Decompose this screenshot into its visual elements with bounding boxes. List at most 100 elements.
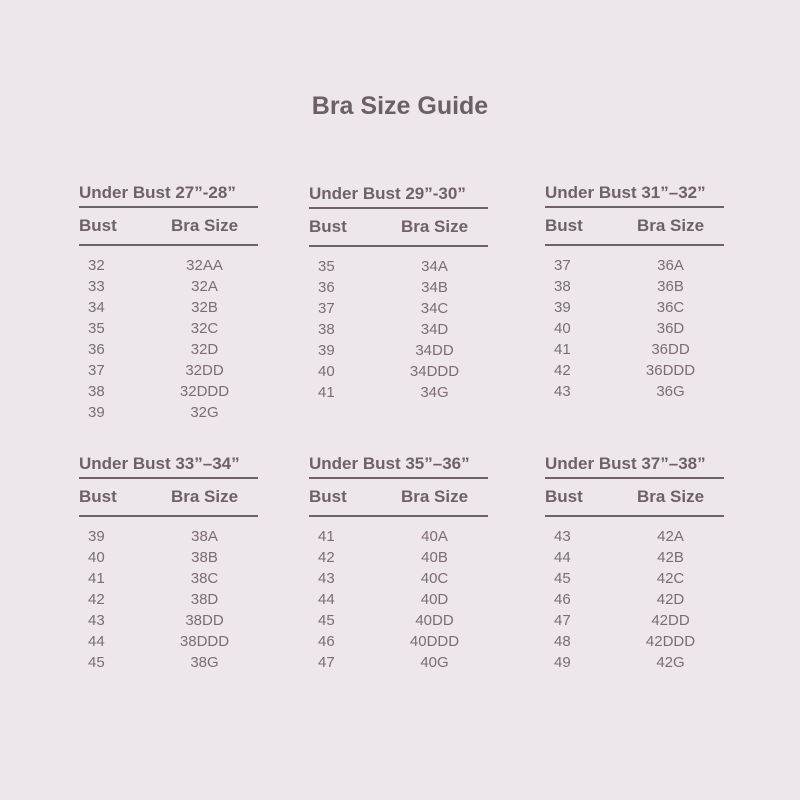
bust-value: 33 (88, 278, 105, 295)
table-row: 42 38D (79, 589, 258, 610)
table-row: 42 36DDD (545, 360, 724, 381)
bust-value: 46 (554, 591, 571, 608)
table-row: 40 38B (79, 547, 258, 568)
bra-size-value: 36DDD (645, 362, 696, 379)
bust-value: 37 (88, 362, 105, 379)
bust-value: 45 (88, 654, 105, 671)
table-row: 43 36G (545, 381, 724, 402)
size-table: Under Bust 29”-30” Bust Bra Size 35 34A … (309, 181, 488, 403)
bust-value: 32 (88, 257, 105, 274)
table-row: 37 32DD (79, 360, 258, 381)
bra-size-value: 32DD (185, 362, 224, 379)
table-row: 41 40A (309, 526, 488, 547)
bra-size-header: Bra Size (636, 487, 705, 506)
bra-size-value: 38DDD (179, 633, 230, 650)
bust-value: 40 (88, 549, 105, 566)
bra-size-value: 40D (420, 591, 449, 608)
bra-size-value: 38C (190, 570, 219, 587)
bust-value: 39 (554, 299, 571, 316)
bust-value: 37 (318, 300, 335, 317)
bra-size-value: 42A (657, 528, 684, 545)
bra-size-value: 36G (656, 383, 685, 400)
table-row: 40 34DDD (309, 361, 488, 382)
bust-value: 42 (318, 549, 335, 566)
table-caption: Under Bust 31”–32” (545, 183, 706, 202)
bra-size-value: 34D (420, 321, 449, 338)
bust-value: 34 (88, 299, 105, 316)
bra-size-value: 32D (190, 341, 219, 358)
divider (79, 244, 258, 246)
bra-size-value: 34DDD (409, 363, 460, 380)
bust-value: 39 (318, 342, 335, 359)
bra-size-header: Bra Size (400, 487, 469, 506)
bra-size-header: Bra Size (636, 216, 705, 235)
bra-size-value: 36A (657, 257, 684, 274)
bra-size-value: 34G (420, 384, 449, 401)
divider (309, 477, 488, 479)
bust-value: 35 (88, 320, 105, 337)
table-row: 37 34C (309, 298, 488, 319)
bra-size-value: 40DD (415, 612, 454, 629)
bra-size-value: 38DD (185, 612, 224, 629)
table-row: 47 40G (309, 652, 488, 673)
bra-size-value: 34C (420, 300, 449, 317)
table-row: 35 34A (309, 256, 488, 277)
bra-size-value: 40G (420, 654, 449, 671)
table-row: 39 32G (79, 402, 258, 423)
table-row: 42 40B (309, 547, 488, 568)
table-row: 40 36D (545, 318, 724, 339)
bust-header: Bust (545, 487, 583, 506)
bra-size-value: 42C (656, 570, 685, 587)
bust-value: 41 (554, 341, 571, 358)
table-caption: Under Bust 29”-30” (309, 184, 466, 203)
bra-size-header: Bra Size (170, 216, 239, 235)
bra-size-value: 40DDD (409, 633, 460, 650)
bra-size-value: 32G (190, 404, 219, 421)
bust-value: 41 (88, 570, 105, 587)
bust-value: 39 (88, 528, 105, 545)
bust-value: 44 (88, 633, 105, 650)
table-row: 35 32C (79, 318, 258, 339)
table-header: Bust Bra Size (79, 479, 258, 515)
bust-value: 42 (554, 362, 571, 379)
bust-header: Bust (79, 487, 117, 506)
bra-size-value: 38A (191, 528, 218, 545)
bra-size-header: Bra Size (170, 487, 239, 506)
table-row: 38 32DDD (79, 381, 258, 402)
bra-size-value: 34DD (415, 342, 454, 359)
bust-value: 39 (88, 404, 105, 421)
bra-size-value: 32A (191, 278, 218, 295)
table-row: 48 42DDD (545, 631, 724, 652)
size-table: Under Bust 27”-28” Bust Bra Size 32 32AA… (79, 180, 258, 423)
table-row: 43 42A (545, 526, 724, 547)
bra-size-value: 34B (421, 279, 448, 296)
bra-size-value: 32B (191, 299, 218, 316)
bra-size-value: 42DD (651, 612, 690, 629)
bra-size-value: 42B (657, 549, 684, 566)
bra-size-value: 40B (421, 549, 448, 566)
divider (309, 245, 488, 247)
table-caption: Under Bust 27”-28” (79, 183, 236, 202)
bra-size-value: 32DDD (179, 383, 230, 400)
table-header: Bust Bra Size (545, 479, 724, 515)
table-caption: Under Bust 37”–38” (545, 454, 706, 473)
bust-value: 44 (554, 549, 571, 566)
divider (545, 244, 724, 246)
divider (545, 477, 724, 479)
bust-header: Bust (545, 216, 583, 235)
bra-size-value: 36DD (651, 341, 690, 358)
table-row: 41 36DD (545, 339, 724, 360)
bust-value: 47 (318, 654, 335, 671)
table-header: Bust Bra Size (545, 208, 724, 244)
bra-size-value: 42D (656, 591, 685, 608)
table-header: Bust Bra Size (309, 209, 488, 245)
bust-value: 47 (554, 612, 571, 629)
table-row: 43 40C (309, 568, 488, 589)
divider (309, 515, 488, 517)
bra-size-value: 32C (190, 320, 219, 337)
bust-value: 36 (88, 341, 105, 358)
bust-value: 49 (554, 654, 571, 671)
divider (545, 206, 724, 208)
table-row: 32 32AA (79, 255, 258, 276)
table-header: Bust Bra Size (309, 479, 488, 515)
